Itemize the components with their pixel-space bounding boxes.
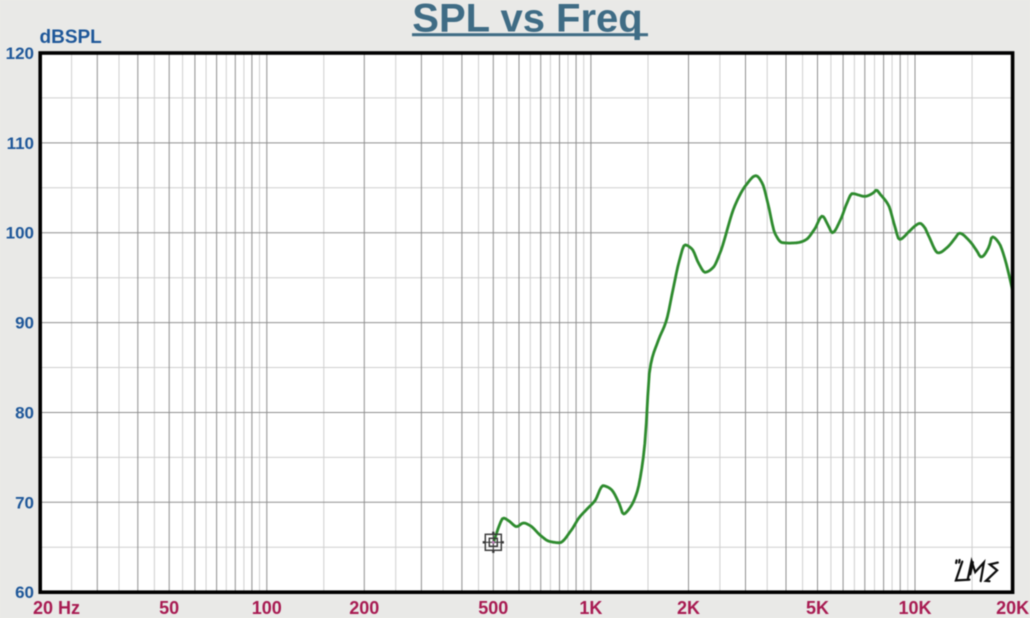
svg-text:20 Hz: 20 Hz [33, 598, 80, 618]
svg-text:5K: 5K [806, 598, 829, 618]
svg-text:1K: 1K [579, 598, 602, 618]
svg-text:100: 100 [6, 224, 34, 243]
svg-text:50: 50 [159, 598, 179, 618]
svg-text:70: 70 [15, 493, 34, 512]
svg-text:200: 200 [349, 598, 379, 618]
svg-text:100: 100 [252, 598, 282, 618]
svg-text:20K: 20K [996, 598, 1029, 618]
svg-text:2K: 2K [677, 598, 700, 618]
svg-text:110: 110 [7, 134, 34, 153]
svg-text:80: 80 [15, 404, 34, 423]
svg-text:60: 60 [15, 583, 34, 602]
svg-text:90: 90 [15, 314, 34, 333]
svg-text:10K: 10K [898, 598, 931, 618]
svg-text:dBSPL: dBSPL [40, 27, 103, 48]
svg-text:500: 500 [478, 598, 508, 618]
svg-text:120: 120 [6, 44, 34, 63]
